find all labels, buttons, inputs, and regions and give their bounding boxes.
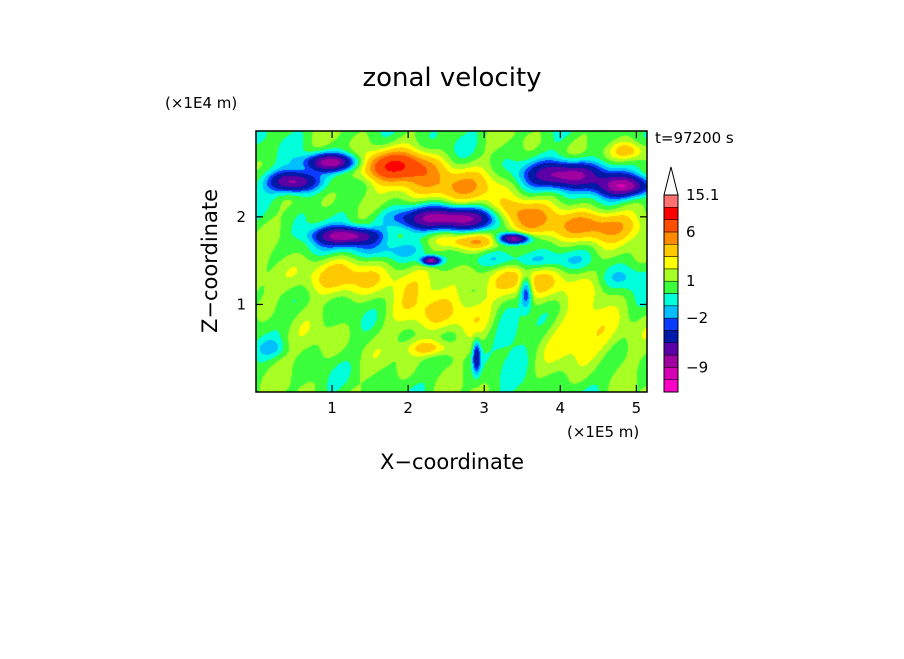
colorbar-extend-arrow: [663, 166, 679, 196]
colorbar-label: 6: [686, 223, 696, 241]
colorbar-swatch: [663, 194, 679, 208]
x-tick-label: 5: [632, 399, 642, 417]
colorbar-swatch: [663, 244, 679, 257]
colorbar-label: −2: [686, 309, 708, 327]
colorbar-label: 1: [686, 272, 696, 290]
y-unit-label: (×1E4 m): [165, 94, 237, 112]
colorbar-swatch: [663, 330, 679, 343]
colorbar-swatch: [663, 317, 679, 331]
y-axis-label: Z−coordinate: [198, 189, 222, 333]
x-unit-label: (×1E5 m): [567, 423, 639, 441]
colorbar-swatch: [663, 379, 679, 393]
y-tick-label: 1: [236, 295, 246, 313]
colorbar-swatch: [663, 367, 679, 380]
colorbar-swatch: [663, 268, 679, 282]
colorbar-swatch: [663, 293, 679, 307]
colorbar-swatch: [663, 207, 679, 220]
plot-frame: [255, 130, 648, 393]
colorbar-swatch: [663, 280, 679, 294]
colorbar-label: 15.1: [686, 186, 719, 204]
x-tick-label: 2: [403, 399, 413, 417]
chart-title: zonal velocity: [362, 63, 541, 93]
colorbar-frame: [663, 194, 679, 393]
colorbar-swatch: [663, 342, 679, 356]
y-tick-label: 2: [236, 208, 246, 226]
x-tick-label: 4: [556, 399, 566, 417]
colorbar-swatch: [663, 305, 679, 319]
colorbar-label: −9: [686, 358, 708, 376]
colorbar: −9 −2 1 6 15.1: [663, 166, 719, 393]
heatmap-canvas: [256, 131, 647, 392]
x-tick-label: 1: [327, 399, 337, 417]
colorbar-swatch: [663, 231, 679, 245]
colorbar-swatch: [663, 256, 679, 270]
colorbar-swatch: [663, 219, 679, 233]
x-tick-label: 3: [479, 399, 489, 417]
x-axis-label: X−coordinate: [380, 450, 524, 474]
colorbar-swatch: [663, 354, 679, 368]
heatmap-field: [256, 131, 647, 392]
time-label: t=97200 s: [655, 129, 734, 147]
axis-ticks: 1 2 3 4 5 1 2: [236, 131, 647, 417]
